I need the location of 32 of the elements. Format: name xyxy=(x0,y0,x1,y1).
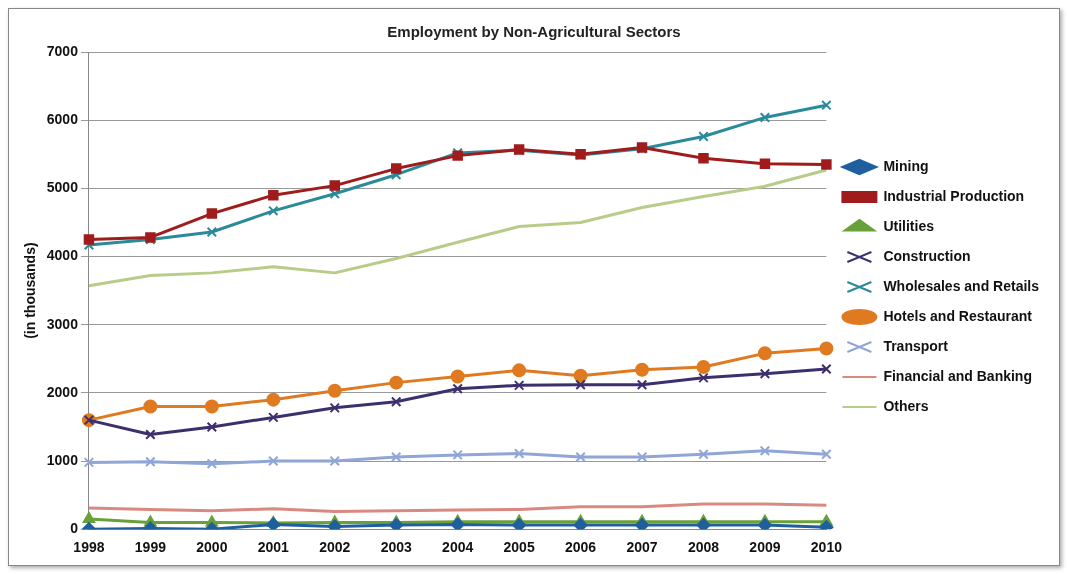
x-tick-label: 2003 xyxy=(380,539,412,556)
x-tick-label: 2007 xyxy=(626,539,658,556)
legend-label: Industrial Production xyxy=(883,187,1025,204)
legend-label: Mining xyxy=(883,157,929,174)
x-tick-label: 2008 xyxy=(687,539,720,556)
x-tick-label: 1998 xyxy=(73,539,105,556)
y-tick-label: 5000 xyxy=(46,179,79,196)
y-tick-label: 1000 xyxy=(46,451,79,468)
legend-label: Transport xyxy=(883,337,949,354)
chart-title: Employment by Non-Agricultural Sectors xyxy=(387,23,681,41)
y-tick-label: 0 xyxy=(70,520,79,537)
x-tick-label: 2005 xyxy=(503,539,535,556)
legend-label: Financial and Banking xyxy=(883,367,1032,384)
x-tick-label: 2000 xyxy=(196,539,228,556)
legend-label: Construction xyxy=(883,247,971,264)
x-tick-label: 2009 xyxy=(749,539,781,556)
x-tick-label: 2010 xyxy=(810,539,843,556)
x-tick-label: 2004 xyxy=(442,539,474,556)
y-tick-label: 3000 xyxy=(46,315,79,332)
y-axis-title: (in thousands) xyxy=(22,242,39,339)
legend-label: Utilities xyxy=(883,217,935,234)
x-tick-label: 2001 xyxy=(257,539,290,556)
y-tick-label: 2000 xyxy=(46,383,79,400)
x-tick-label: 2006 xyxy=(565,539,597,556)
y-tick-label: 4000 xyxy=(46,247,79,264)
y-tick-label: 7000 xyxy=(46,42,79,59)
legend-label: Hotels and Restaurant xyxy=(883,307,1033,324)
x-tick-label: 2002 xyxy=(319,539,351,556)
legend-label: Others xyxy=(883,397,929,414)
x-tick-label: 1999 xyxy=(134,539,167,556)
legend-label: Wholesales and Retails xyxy=(883,277,1040,294)
y-tick-label: 6000 xyxy=(46,111,79,128)
